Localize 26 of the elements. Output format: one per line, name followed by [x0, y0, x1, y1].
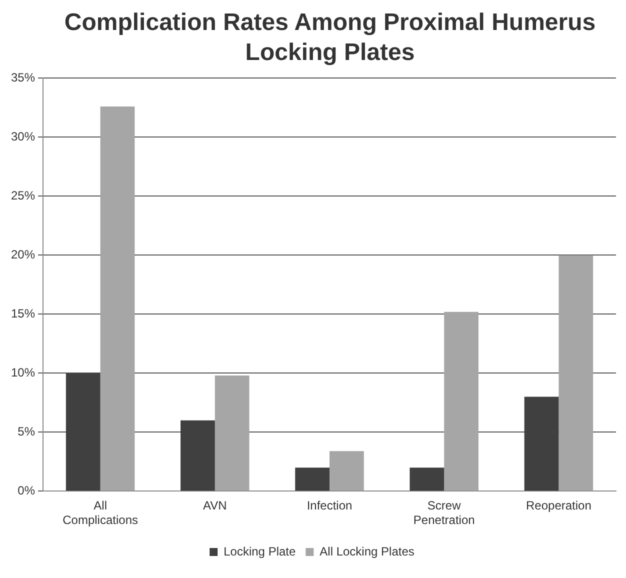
y-tick-label: 20%: [10, 248, 36, 262]
y-tick-label: 15%: [10, 306, 36, 321]
y-tick-label: 10%: [10, 366, 36, 380]
bar: [295, 468, 330, 491]
x-tick-label: Screw Penetration: [413, 498, 475, 528]
x-tick-label: All Complications: [62, 498, 138, 528]
x-tick-label: Reoperation: [526, 498, 592, 513]
bar: [66, 373, 100, 491]
y-tick-label: 5%: [18, 424, 36, 439]
legend-label: Locking Plate: [224, 544, 296, 558]
y-tick-label: 30%: [10, 130, 36, 144]
y-tick-label: 0%: [18, 484, 36, 498]
x-tick-label: AVN: [203, 498, 227, 513]
bar: [444, 312, 478, 491]
y-tick-label: 35%: [10, 70, 36, 85]
y-tick-label: 25%: [10, 188, 36, 203]
legend-label: All Locking Plates: [320, 544, 414, 558]
bar: [214, 376, 250, 491]
bar: [180, 420, 215, 491]
bar: [410, 468, 444, 491]
bar: [330, 451, 364, 491]
bar: [558, 255, 594, 491]
chart-title: Complication Rates Among Proximal Humerus Locking Plates: [63, 8, 597, 68]
bar: [524, 396, 559, 491]
bar: [100, 106, 135, 491]
x-tick-label: Infection: [306, 498, 352, 513]
